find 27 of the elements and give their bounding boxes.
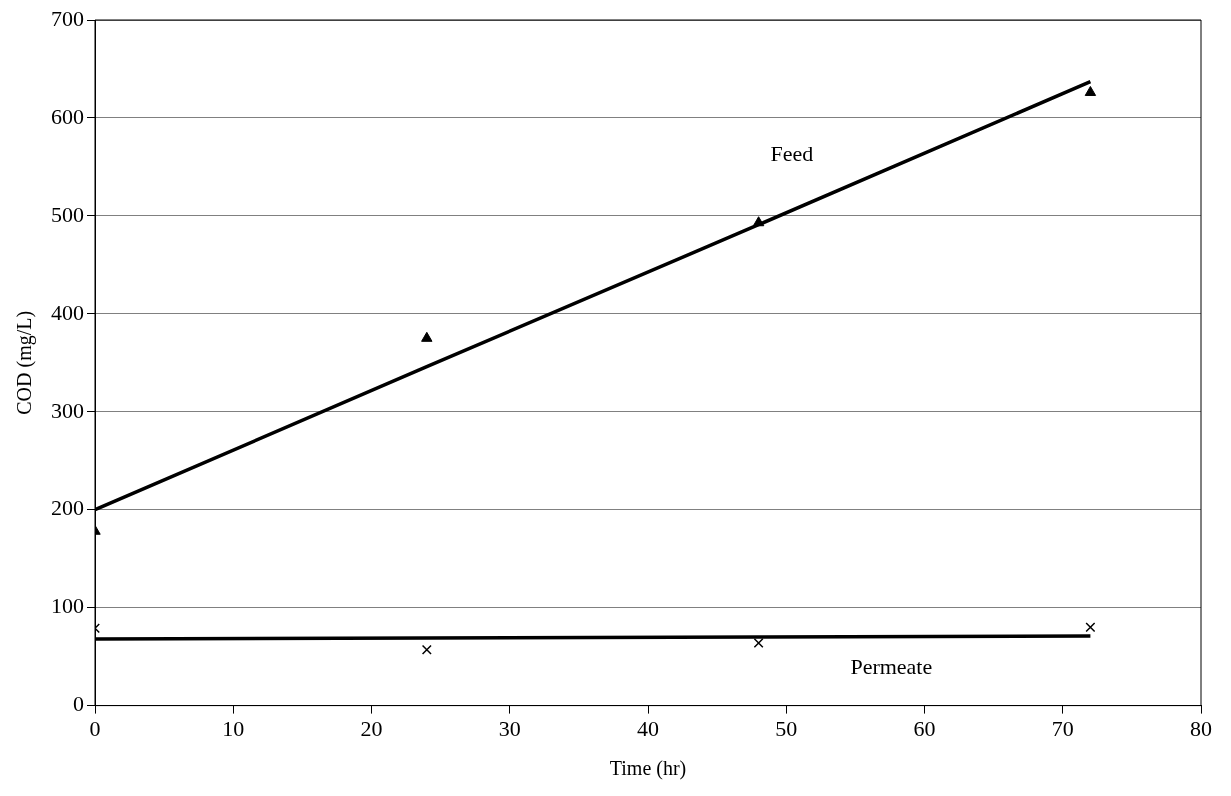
series-label: Permeate bbox=[850, 654, 933, 680]
x-tick-label: 80 bbox=[1190, 715, 1212, 741]
point bbox=[421, 644, 432, 655]
series-label: Feed bbox=[770, 140, 814, 166]
point bbox=[421, 331, 433, 342]
y-tick-label: 600 bbox=[51, 103, 84, 129]
x-tick-label: 30 bbox=[498, 715, 521, 741]
x-tick-label: 10 bbox=[222, 715, 245, 741]
x-tick-label: 20 bbox=[360, 715, 383, 741]
x-tick-label: 70 bbox=[1051, 715, 1074, 741]
y-tick-label: 400 bbox=[51, 299, 84, 325]
y-tick-label: 500 bbox=[51, 201, 84, 227]
y-tick-label: 700 bbox=[51, 5, 84, 31]
point bbox=[753, 637, 764, 648]
x-axis-title: Time (hr) bbox=[609, 757, 687, 781]
x-tick-label: 40 bbox=[637, 715, 659, 741]
y-axis-title: COD (mg/L) bbox=[13, 310, 37, 415]
x-tick-label: 0 bbox=[89, 715, 101, 741]
x-tick-label: 50 bbox=[775, 715, 798, 741]
y-tick-label: 0 bbox=[73, 691, 84, 717]
point bbox=[752, 216, 765, 227]
point bbox=[1084, 85, 1097, 96]
y-tick-label: 200 bbox=[51, 495, 84, 521]
y-tick-label: 300 bbox=[51, 397, 84, 423]
point bbox=[1085, 622, 1096, 633]
y-tick-label: 100 bbox=[51, 593, 84, 619]
x-tick-label: 60 bbox=[913, 715, 936, 741]
